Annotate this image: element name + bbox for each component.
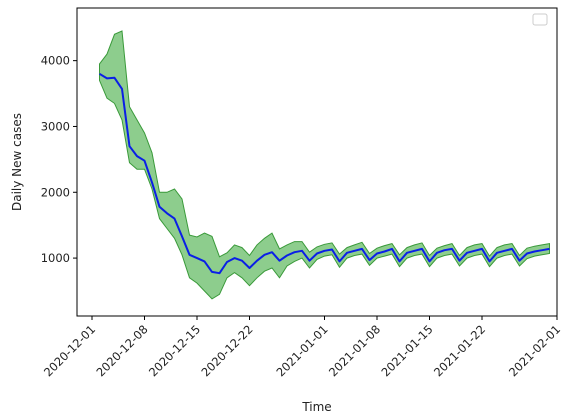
x-tick-label: 2020-12-01 [41, 322, 98, 379]
x-tick-label: 2021-01-22 [431, 322, 488, 379]
series-line [98, 72, 550, 275]
x-tick-label: 2020-12-08 [93, 322, 150, 379]
x-tick-label: 2021-01-08 [326, 322, 383, 379]
x-tick-label: 2020-12-22 [198, 322, 255, 379]
x-tick-label: 2021-01-15 [378, 322, 435, 379]
legend [532, 13, 548, 26]
y-axis: 1000 2000 3000 4000 [41, 54, 77, 265]
y-axis-label: Daily New cases [10, 113, 24, 211]
x-tick-label: 2020-12-15 [146, 322, 203, 379]
x-tick-label: 2021-01-01 [273, 322, 330, 379]
x-axis-label: Time [301, 400, 331, 414]
axes-frame [76, 7, 558, 317]
y-tick-label: 2000 [41, 185, 70, 199]
confidence-band [99, 30, 550, 300]
x-tick-label: 2021-02-01 [506, 322, 563, 379]
y-tick-label: 4000 [41, 54, 70, 68]
x-axis: 2020-12-012020-12-082020-12-152020-12-22… [41, 316, 563, 379]
y-tick-label: 1000 [41, 251, 70, 265]
plot-area [98, 30, 550, 300]
y-tick-label: 3000 [41, 119, 70, 133]
